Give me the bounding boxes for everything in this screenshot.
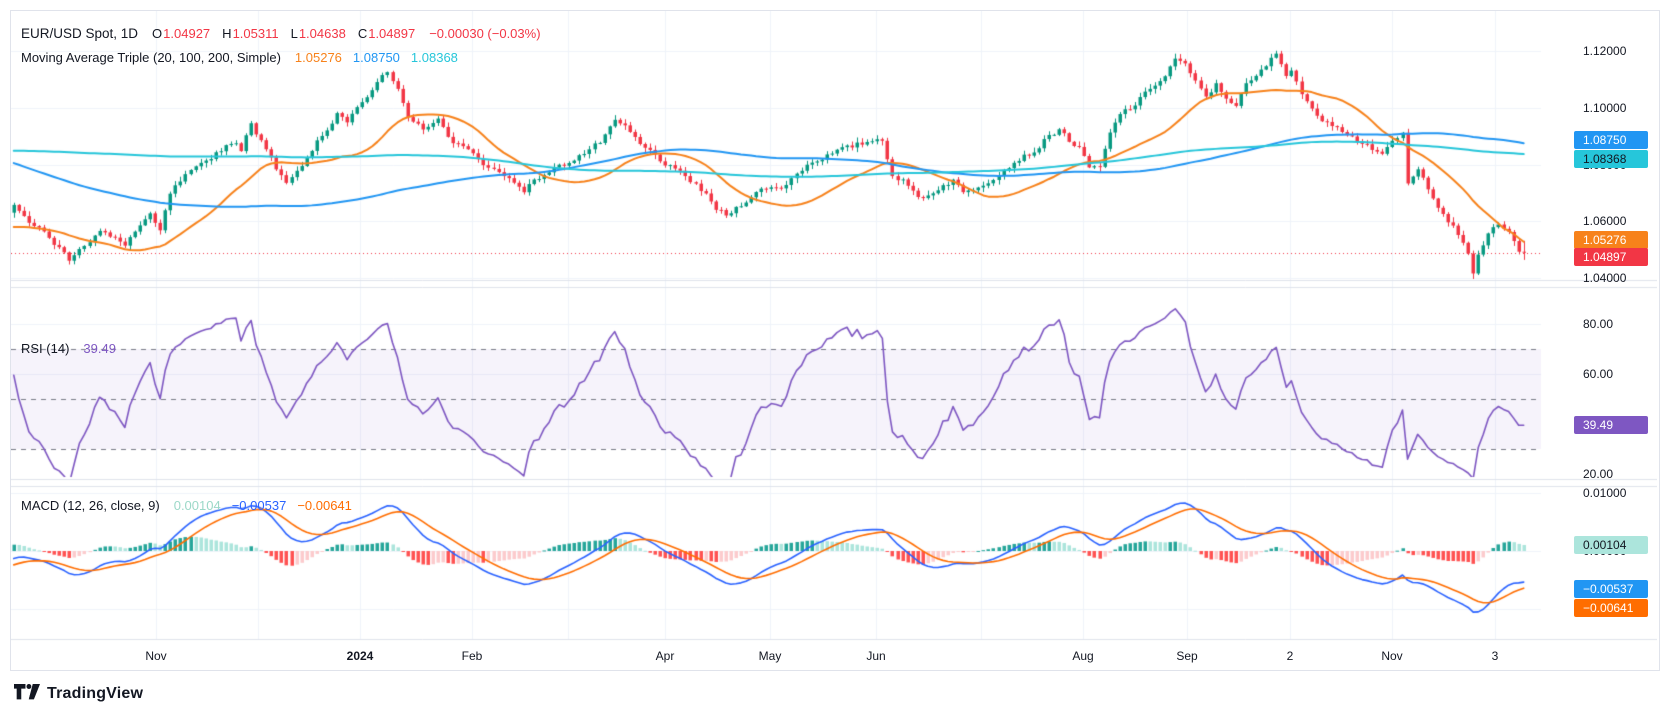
price-tick-1.10000: 1.10000	[1583, 100, 1627, 115]
macd-legend[interactable]: MACD (12, 26, close, 9) 0.00104 −0.00537−…	[21, 497, 352, 514]
symbol-legend[interactable]: EUR/USD Spot, 1D O 1.04927 H 1.05311 L 1.0463…	[21, 25, 541, 42]
time-label-Nov: Nov	[1381, 649, 1403, 663]
price-tick-1.04000: 1.04000	[1583, 271, 1627, 285]
price-tick-1.06000: 1.06000	[1583, 214, 1627, 229]
ma-value-0: 1.05276	[294, 50, 342, 65]
rsi-legend[interactable]: RSI (14) 39.49	[21, 340, 116, 357]
chart-canvas[interactable]	[11, 11, 1657, 668]
tradingview-attribution[interactable]: TradingView	[14, 684, 143, 704]
ohlc-o: O 1.04927	[152, 26, 211, 41]
macd-value-0: 0.00104	[173, 498, 221, 513]
ma-value-2: 1.08368	[410, 50, 458, 65]
time-label-Aug: Aug	[1072, 649, 1094, 663]
macd-value-2: −0.00641	[297, 498, 352, 513]
ohlc-h: H 1.05311	[222, 26, 279, 41]
time-label-3: 3	[1491, 649, 1499, 663]
tradingview-logo-icon	[14, 684, 40, 700]
ma-title: Moving Average Triple (20, 100, 200, Sim…	[21, 50, 281, 65]
time-label-Feb: Feb	[461, 649, 483, 663]
ohlc-c: C 1.04897	[357, 26, 416, 41]
chart-container: EUR/USD Spot, 1D O 1.04927 H 1.05311 L 1.0463…	[10, 10, 1660, 671]
time-label-2024: 2024	[346, 649, 374, 663]
price-badge-1.08368: 1.08368	[1574, 150, 1648, 169]
price-badge-1.04897: 1.04897	[1574, 247, 1648, 266]
time-label-Nov: Nov	[145, 649, 167, 663]
macd-title: MACD (12, 26, close, 9)	[21, 498, 160, 513]
ohlc-l: L 1.04638	[290, 26, 346, 41]
symbol-title: EUR/USD Spot, 1D	[21, 26, 139, 41]
rsi-tick-20.00: 20.00	[1583, 467, 1614, 481]
rsi-tick-60.00: 60.00	[1583, 367, 1614, 381]
macd-value-1: −0.00537	[231, 498, 287, 513]
rsi-value: 39.49	[83, 341, 116, 356]
ma-value-1: 1.08750	[352, 50, 400, 65]
macd-values: 0.00104 −0.00537 −0.00641	[174, 497, 352, 514]
time-label-Apr: Apr	[655, 649, 675, 663]
price-badge-1.08750: 1.08750	[1574, 131, 1648, 150]
rsi-title: RSI (14)	[21, 341, 70, 356]
tradingview-logo-text: TradingView	[47, 685, 144, 702]
time-label-Jun: Jun	[866, 649, 886, 663]
time-label-Sep: Sep	[1176, 649, 1198, 663]
ma-values: 1.05276 1.08750 1.08368	[295, 49, 458, 66]
macd-tick-0.01000: 0.01000	[1583, 486, 1627, 500]
time-label-2: 2	[1286, 649, 1294, 663]
ohlc-values: O 1.04927 H 1.05311 L 1.04638 C 1.04897	[152, 25, 415, 42]
price-badge-1.05276: 1.05276	[1574, 230, 1648, 249]
macd-badge-1: −0.00537	[1574, 580, 1648, 598]
rsi-badge: 39.49	[1574, 416, 1648, 435]
rsi-tick-80.00: 80.00	[1583, 317, 1614, 331]
change-value: −0.00030 (−0.03%)	[429, 26, 541, 41]
macd-badge-2: −0.00641	[1574, 599, 1648, 617]
macd-badge-0: 0.00104	[1574, 536, 1648, 554]
time-label-May: May	[758, 649, 782, 663]
price-tick-1.12000: 1.12000	[1583, 44, 1627, 58]
ma-legend[interactable]: Moving Average Triple (20, 100, 200, Sim…	[21, 49, 458, 66]
